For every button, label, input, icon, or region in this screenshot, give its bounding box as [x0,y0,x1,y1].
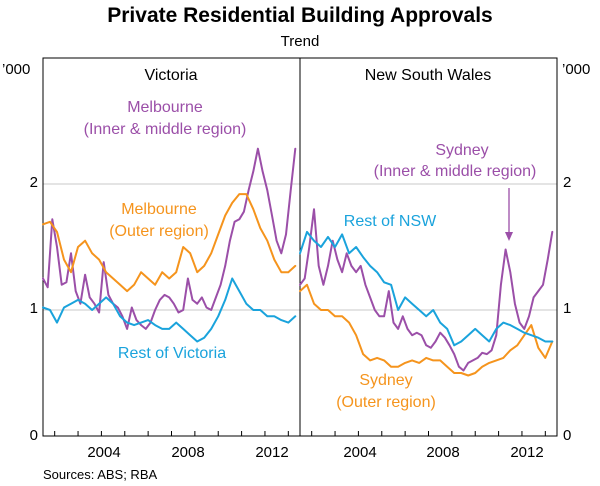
x-tick-marks [54,431,546,436]
ann-melbourne-inner-line2: (Inner & middle region) [84,121,247,138]
annotations: Melbourne (Inner & middle region) Melbou… [84,99,537,411]
x-tick-nsw-2008: 2008 [426,444,459,461]
series-line-vic-1 [42,193,297,293]
x-tick-nsw-2004: 2004 [343,444,376,461]
panel-title-victoria: Victoria [144,67,197,84]
x-tick-vic-2004: 2004 [87,444,120,461]
x-tick-vic-2012: 2012 [255,444,288,461]
series-layer [42,147,554,377]
chart-source: Sources: ABS; RBA [43,467,157,482]
x-tick-labels: 2004 2008 2012 2004 2008 2012 [87,444,543,461]
series-line-vic-0 [42,147,297,330]
y-unit-right: ’000 [562,61,590,78]
ann-melbourne-outer-line1: Melbourne [121,201,197,218]
ann-rest-of-victoria: Rest of Victoria [118,345,226,362]
ann-sydney-inner-line2: (Inner & middle region) [374,163,537,180]
series-line-vic-2 [42,277,297,343]
y-tick-labels: 2 1 0 2 1 0 [30,174,572,444]
ann-melbourne-inner-line1: Melbourne [127,99,203,116]
x-tick-vic-2008: 2008 [171,444,204,461]
chart-title: Private Residential Building Approvals [107,4,492,27]
ann-melbourne-outer-line2: (Outer region) [109,223,209,240]
series-line-nsw-2 [299,230,554,347]
y-tick-right-1: 1 [563,300,571,317]
panel-title-nsw: New South Wales [365,67,492,84]
y-tick-right-0: 0 [563,427,571,444]
ann-rest-of-nsw: Rest of NSW [344,213,437,230]
ann-sydney-outer-line2: (Outer region) [336,394,436,411]
ann-sydney-inner-line1: Sydney [435,142,488,159]
series-line-nsw-0 [299,208,554,372]
series-line-nsw-1 [299,283,554,377]
y-tick-right-2: 2 [563,174,571,191]
y-tick-left-0: 0 [30,427,38,444]
chart-subtitle: Trend [281,33,320,50]
y-tick-left-2: 2 [30,174,38,191]
ann-sydney-inner-arrow [505,188,513,241]
ann-sydney-outer-line1: Sydney [359,372,412,389]
y-unit-left: ’000 [2,61,30,78]
x-tick-nsw-2012: 2012 [510,444,543,461]
y-tick-left-1: 1 [30,300,38,317]
